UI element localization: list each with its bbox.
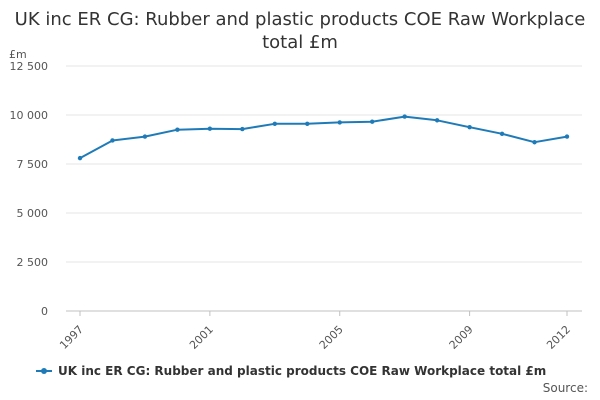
data-point xyxy=(142,134,148,139)
source-label: Source: xyxy=(542,381,588,395)
x-tick-label: 2001 xyxy=(187,323,216,352)
y-tick-label: 0 xyxy=(41,305,48,318)
series-line xyxy=(79,115,568,159)
data-point xyxy=(240,126,245,132)
legend-label: UK inc ER CG: Rubber and plastic product… xyxy=(58,364,547,378)
data-point xyxy=(564,134,570,139)
data-point xyxy=(370,119,375,124)
legend[interactable]: UK inc ER CG: Rubber and plastic product… xyxy=(36,364,546,378)
y-tick-label: 12 500 xyxy=(10,60,49,73)
x-tick-label: 2009 xyxy=(447,323,476,352)
data-point xyxy=(532,140,537,145)
data-point xyxy=(434,118,440,123)
data-point xyxy=(110,138,115,143)
chart-title: UK inc ER CG: Rubber and plastic product… xyxy=(14,9,586,53)
x-tick-label: 2005 xyxy=(317,323,346,352)
y-tick-label: 5 000 xyxy=(17,207,49,220)
x-tick-label: 1997 xyxy=(57,323,86,352)
data-point xyxy=(175,127,180,132)
data-point xyxy=(305,121,310,127)
series-layer xyxy=(77,114,570,161)
data-point xyxy=(272,121,277,127)
legend-swatch xyxy=(36,368,52,374)
x-tick-label: 2012 xyxy=(544,323,573,352)
x-axis-ticks: 1997 2001 2005 2009 2012 xyxy=(57,311,573,352)
y-tick-label: 7 500 xyxy=(17,158,49,171)
gridlines xyxy=(66,65,582,312)
data-point xyxy=(402,114,407,119)
data-point xyxy=(77,155,83,161)
data-point xyxy=(207,126,213,131)
data-point xyxy=(499,131,505,137)
y-unit-label: £m xyxy=(9,48,27,61)
y-tick-label: 2 500 xyxy=(17,256,49,269)
data-point xyxy=(337,120,342,125)
y-tick-label: 10 000 xyxy=(10,109,49,122)
y-axis-ticks: 0 2 500 5 000 7 500 10 000 12 500 xyxy=(10,60,49,318)
data-point xyxy=(467,124,472,130)
